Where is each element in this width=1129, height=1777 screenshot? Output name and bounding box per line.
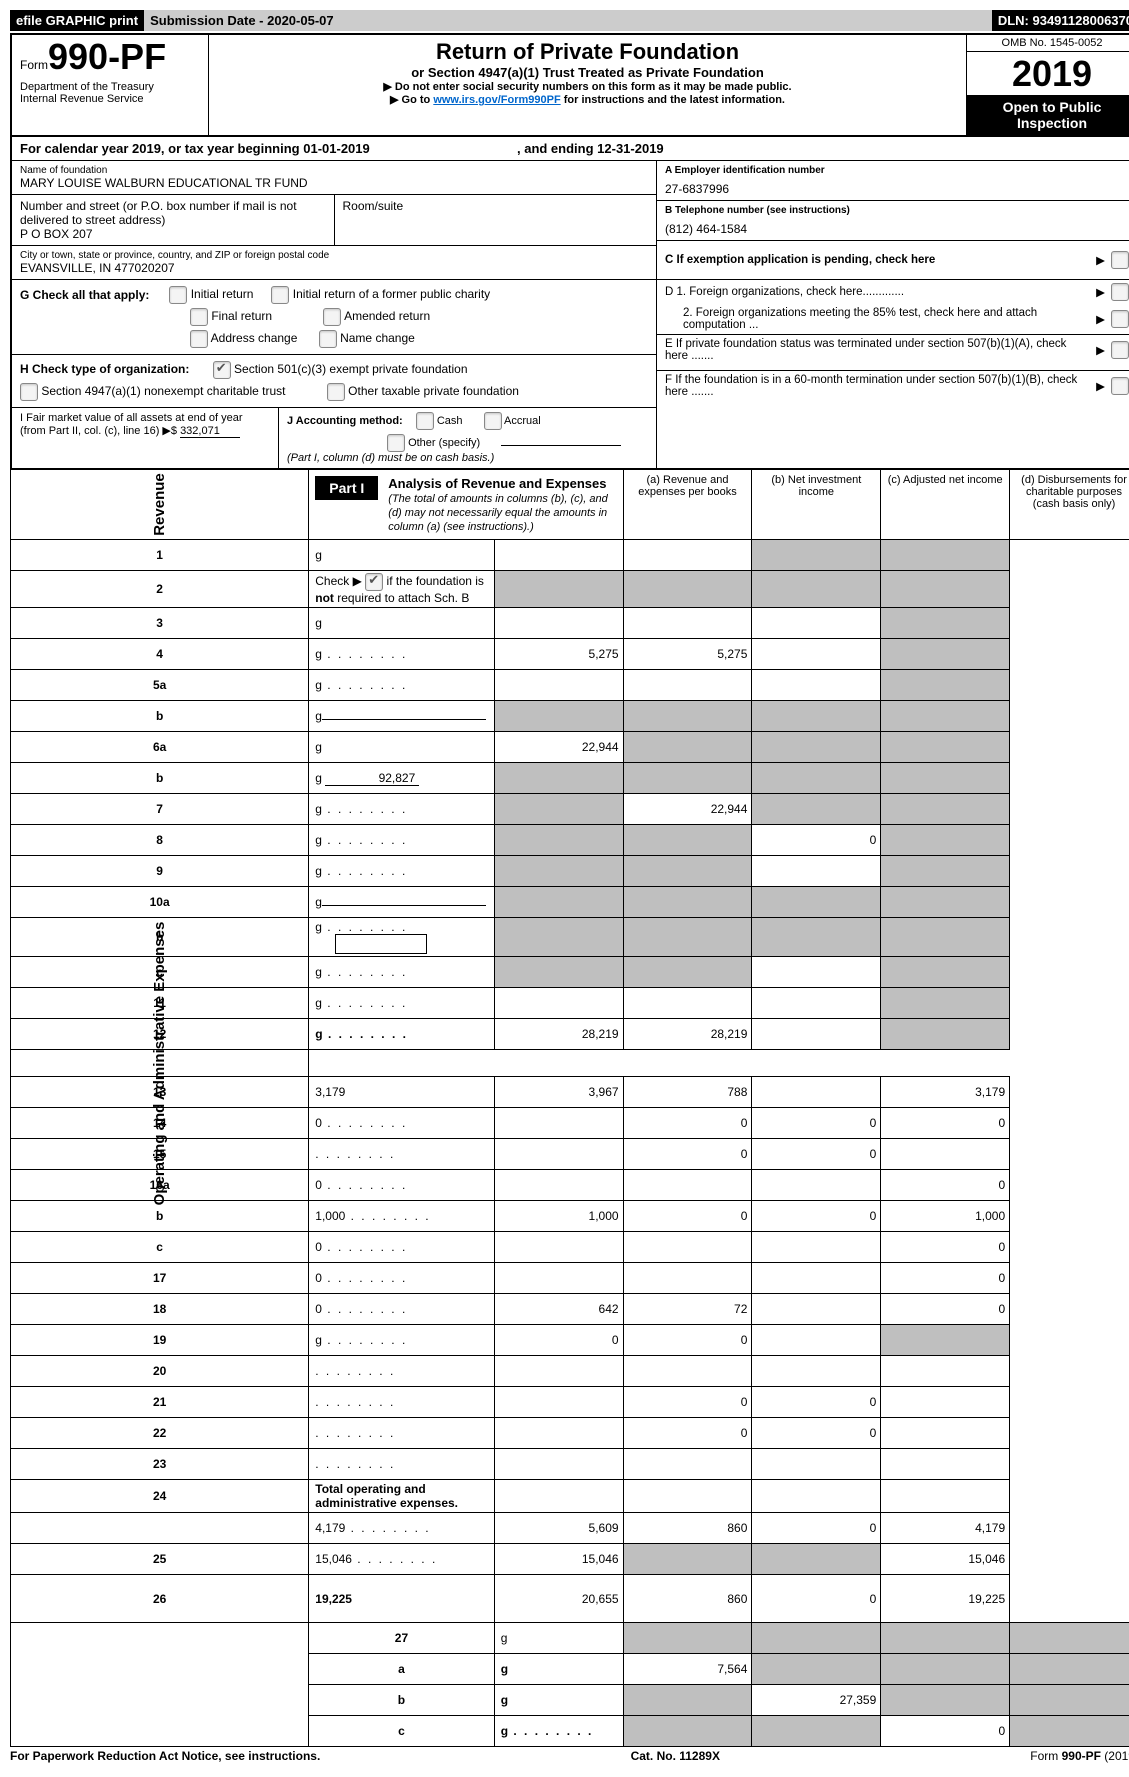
- table-row: 19g00: [11, 1325, 1129, 1356]
- table-row: 8g0: [11, 825, 1129, 856]
- page-footer: For Paperwork Reduction Act Notice, see …: [10, 1747, 1129, 1763]
- table-row: 2100: [11, 1387, 1129, 1418]
- tax-year: 2019: [967, 52, 1129, 95]
- table-row: 2Check ▶ if the foundation is not requir…: [11, 571, 1129, 608]
- terminated-checkbox[interactable]: [1111, 341, 1129, 359]
- table-row: bg: [11, 701, 1129, 732]
- other-method-checkbox[interactable]: [387, 434, 405, 452]
- 4947-checkbox[interactable]: [20, 383, 38, 401]
- foreign-85-checkbox[interactable]: [1111, 310, 1129, 328]
- form-title: Return of Private Foundation: [217, 39, 958, 65]
- table-row: 2200: [11, 1418, 1129, 1449]
- open-inspection: Open to Public Inspection: [967, 95, 1129, 135]
- table-row: 10ag: [11, 887, 1129, 918]
- address: P O BOX 207: [20, 227, 326, 241]
- 501c3-checkbox[interactable]: [213, 361, 231, 379]
- name-change-checkbox[interactable]: [319, 330, 337, 348]
- table-row: 4,1795,60986004,179: [11, 1513, 1129, 1544]
- table-row: bg 92,827: [11, 763, 1129, 794]
- foundation-name: MARY LOUISE WALBURN EDUCATIONAL TR FUND: [20, 176, 648, 190]
- table-row: 6ag22,944: [11, 732, 1129, 763]
- table-row: 1g: [11, 540, 1129, 571]
- table-row: 24Total operating and administrative exp…: [11, 1480, 1129, 1513]
- top-bar: efile GRAPHIC print Submission Date - 20…: [10, 10, 1129, 31]
- table-row: 180642720: [11, 1294, 1129, 1325]
- table-row: 4g5,2755,275: [11, 639, 1129, 670]
- exemption-pending-checkbox[interactable]: [1111, 251, 1129, 269]
- other-taxable-checkbox[interactable]: [327, 383, 345, 401]
- part1-label: Part I: [315, 476, 378, 500]
- irs-link[interactable]: www.irs.gov/Form990PF: [433, 94, 560, 106]
- cash-checkbox[interactable]: [416, 412, 434, 430]
- city-state-zip: EVANSVILLE, IN 477020207: [20, 261, 648, 275]
- calendar-year: For calendar year 2019, or tax year begi…: [12, 137, 1129, 161]
- table-row: 140000: [11, 1108, 1129, 1139]
- efile-label: efile GRAPHIC print: [10, 10, 144, 31]
- table-row: 5ag: [11, 670, 1129, 701]
- table-row: b1,0001,000001,000: [11, 1201, 1129, 1232]
- dln: DLN: 93491128006370: [992, 10, 1129, 31]
- initial-former-checkbox[interactable]: [271, 286, 289, 304]
- foreign-org-checkbox[interactable]: [1111, 283, 1129, 301]
- omb-number: OMB No. 1545-0052: [967, 35, 1129, 52]
- 60month-checkbox[interactable]: [1111, 377, 1129, 395]
- table-row: 9g: [11, 856, 1129, 887]
- table-row: 3g: [11, 608, 1129, 639]
- table-row: 2515,04615,04615,046: [11, 1544, 1129, 1575]
- form-header: Form990-PF Department of the Treasury In…: [10, 33, 1129, 137]
- table-row: bg: [11, 918, 1129, 957]
- submission-date: Submission Date - 2020-05-07: [144, 10, 340, 31]
- final-return-checkbox[interactable]: [190, 308, 208, 326]
- address-change-checkbox[interactable]: [190, 330, 208, 348]
- table-row: 20: [11, 1356, 1129, 1387]
- fmv-value: 332,071: [180, 425, 240, 438]
- phone: (812) 464-1584: [665, 222, 1129, 236]
- table-row: 16a00: [11, 1170, 1129, 1201]
- table-row: 12g28,21928,219: [11, 1019, 1129, 1050]
- table-row: 27g: [11, 1623, 1129, 1654]
- table-row: 133,1793,9677883,179: [11, 1077, 1129, 1108]
- table-row: 11g: [11, 988, 1129, 1019]
- part1-table: Revenue Part I Analysis of Revenue and E…: [10, 470, 1129, 1747]
- table-row: 7g22,944: [11, 794, 1129, 825]
- table-row: 1500: [11, 1139, 1129, 1170]
- table-row: 1700: [11, 1263, 1129, 1294]
- initial-return-checkbox[interactable]: [169, 286, 187, 304]
- table-row: cg: [11, 957, 1129, 988]
- accrual-checkbox[interactable]: [484, 412, 502, 430]
- ein: 27-6837996: [665, 182, 1129, 196]
- schb-checkbox[interactable]: [365, 573, 383, 591]
- table-row: 23: [11, 1449, 1129, 1480]
- table-row: 2619,22520,655860019,225: [11, 1575, 1129, 1623]
- table-row: c00: [11, 1232, 1129, 1263]
- amended-return-checkbox[interactable]: [323, 308, 341, 326]
